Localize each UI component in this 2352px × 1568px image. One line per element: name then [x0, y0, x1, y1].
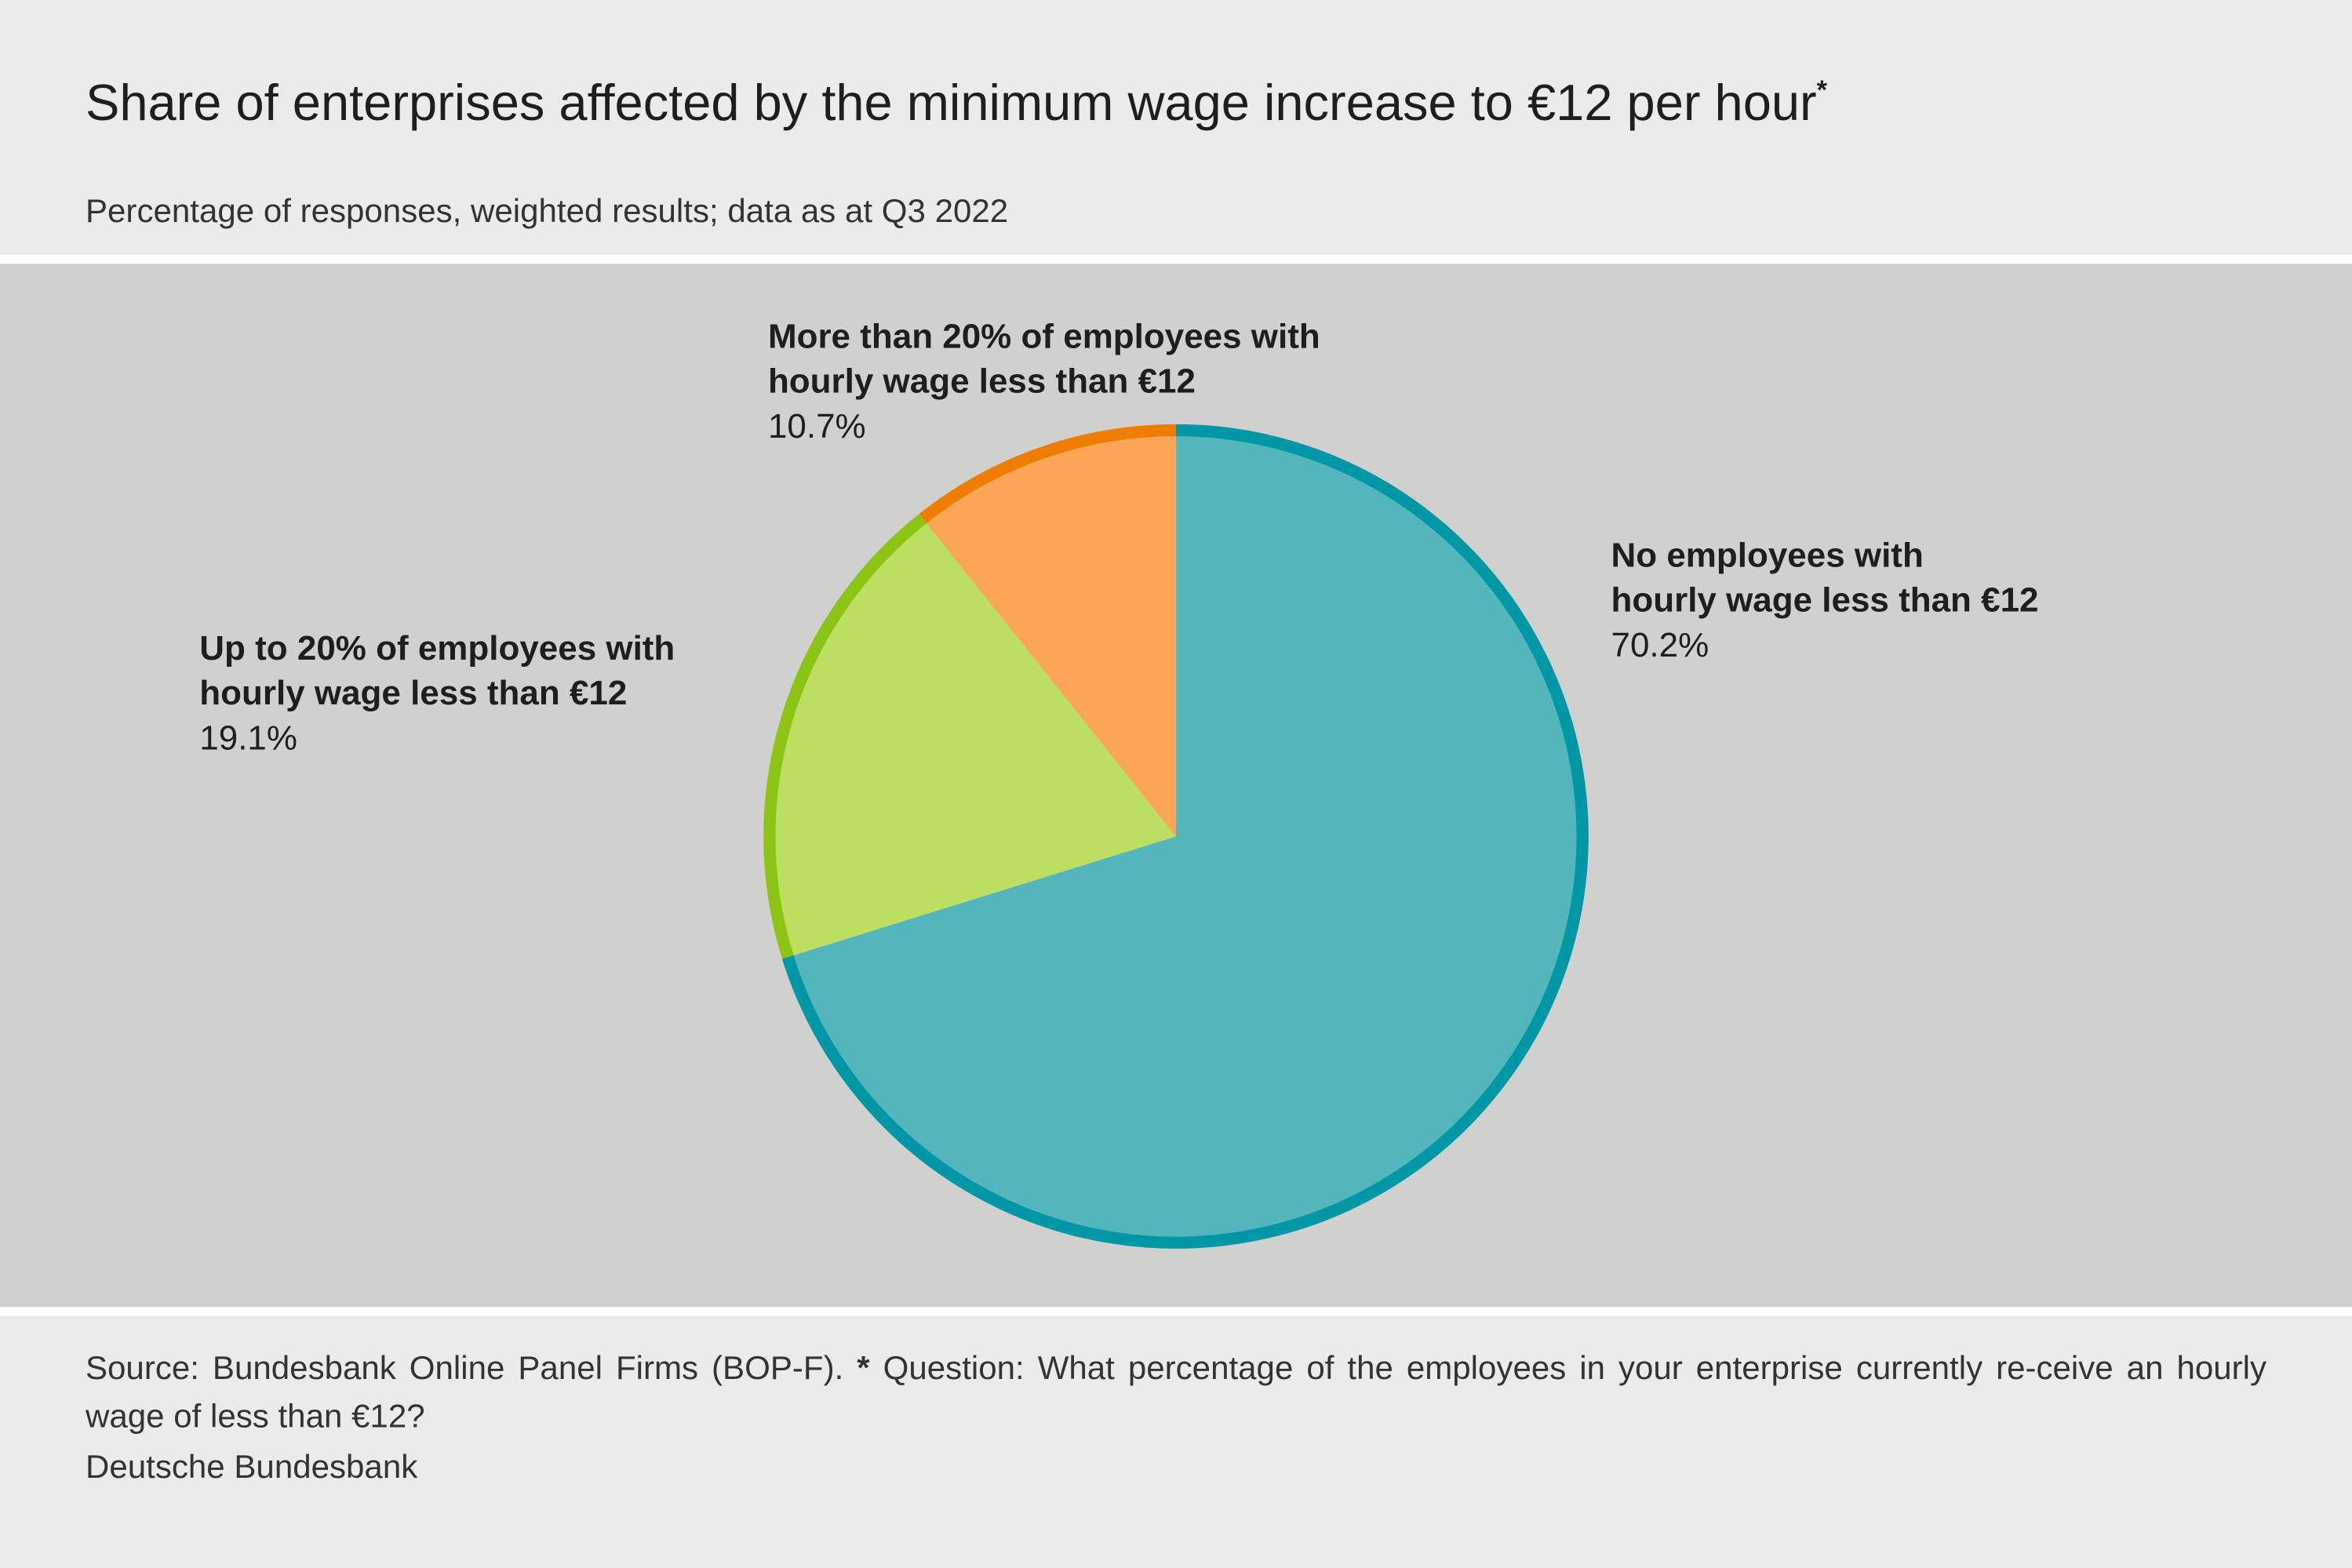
slice-label: More than 20% of employees with hourly w…	[768, 313, 1320, 448]
slice-label: Up to 20% of employees with hourly wage …	[199, 625, 675, 760]
note: Question: What percentage of the employe…	[85, 1348, 2267, 1435]
value-label: 70.2%	[1611, 624, 1709, 664]
slice-name: No employees with hourly wage less than …	[1611, 535, 2039, 620]
note-marker: *	[857, 1348, 870, 1387]
separator	[0, 1307, 2352, 1316]
chart-title: Share of enterprises affected by the min…	[85, 75, 1817, 133]
pie-slice	[769, 518, 1177, 958]
title-marker: *	[1816, 75, 1828, 105]
slice-edge	[763, 514, 927, 959]
slice-name: More than 20% of employees with hourly w…	[767, 316, 1320, 401]
source: Source: Bundesbank Online Panel Firms (B…	[85, 1348, 844, 1387]
pie-slice	[923, 430, 1177, 837]
separator	[0, 254, 2352, 264]
slice-edge	[781, 424, 1589, 1249]
slice-name: Up to 20% of employees with hourly wage …	[199, 628, 675, 712]
value-label: 10.7%	[767, 406, 866, 446]
slice-label: No employees with hourly wage less than …	[1611, 532, 2038, 667]
footnote: Source: Bundesbank Online Panel Firms (B…	[86, 1344, 2266, 1440]
chart-subtitle: Percentage of responses, weighted result…	[85, 191, 1009, 230]
publisher: Deutsche Bundesbank	[85, 1448, 418, 1486]
pie-slice	[788, 430, 1583, 1243]
slice-edge	[919, 424, 1177, 524]
value-label: 19.1%	[199, 718, 297, 758]
title-block: Share of enterprises affected by the min…	[86, 75, 1827, 134]
